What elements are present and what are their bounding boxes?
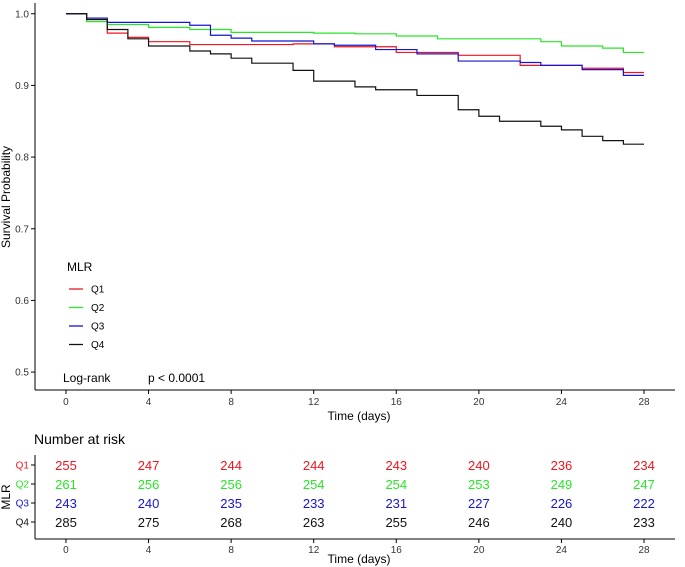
risk-cell: 253 bbox=[468, 477, 490, 492]
risk-cell: 222 bbox=[633, 496, 655, 511]
risk-cell: 231 bbox=[385, 496, 407, 511]
y-tick-label: 0.7 bbox=[15, 224, 29, 235]
x-tick-label: 12 bbox=[308, 397, 320, 408]
x-tick-label: 4 bbox=[146, 397, 152, 408]
y-axis-ticks: 0.5 0.6 0.7 0.8 0.9 1.0 bbox=[15, 9, 35, 379]
risk-cell: 240 bbox=[551, 515, 573, 530]
risk-table-title: Number at risk bbox=[34, 431, 126, 447]
x-tick-label: 20 bbox=[473, 397, 485, 408]
risk-row-label-q2: Q2 bbox=[16, 480, 30, 491]
legend-title: MLR bbox=[67, 260, 93, 274]
x-tick-label: 0 bbox=[63, 397, 69, 408]
y-tick-label: 0.5 bbox=[15, 368, 29, 379]
risk-cell: 263 bbox=[303, 515, 325, 530]
risk-cell: 247 bbox=[138, 458, 160, 473]
risk-cell: 233 bbox=[633, 515, 655, 530]
risk-cell: 236 bbox=[551, 458, 573, 473]
legend-label-q2: Q2 bbox=[91, 303, 105, 314]
y-tick-label: 1.0 bbox=[15, 9, 29, 20]
risk-cell: 244 bbox=[220, 458, 242, 473]
legend-label-q3: Q3 bbox=[91, 322, 105, 333]
survival-curves bbox=[65, 13, 645, 145]
legend-label-q1: Q1 bbox=[91, 285, 105, 296]
survival-curve-q3 bbox=[65, 13, 645, 76]
risk-cell: 227 bbox=[468, 496, 490, 511]
risk-cell: 268 bbox=[220, 515, 242, 530]
risk-row-label-q3: Q3 bbox=[16, 499, 30, 510]
risk-table-x-label: Time (days) bbox=[328, 552, 391, 566]
risk-cell: 249 bbox=[551, 477, 573, 492]
risk-x-tick-label: 4 bbox=[146, 545, 152, 556]
risk-x-tick-label: 16 bbox=[391, 545, 403, 556]
risk-cell: 255 bbox=[55, 458, 77, 473]
risk-cell: 234 bbox=[633, 458, 655, 473]
y-axis-label: Survival Probability bbox=[0, 146, 13, 248]
risk-cell: 256 bbox=[138, 477, 160, 492]
survival-plot: 0.5 0.6 0.7 0.8 0.9 1.0 0 4 8 12 16 20 24 28 Surviva… bbox=[0, 3, 675, 423]
risk-x-tick-label: 8 bbox=[228, 545, 234, 556]
x-tick-label: 8 bbox=[228, 397, 234, 408]
risk-x-tick-label: 20 bbox=[473, 545, 485, 556]
x-tick-label: 16 bbox=[391, 397, 403, 408]
legend-label-q4: Q4 bbox=[91, 340, 105, 351]
risk-cell: 240 bbox=[138, 496, 160, 511]
x-tick-label: 28 bbox=[638, 397, 650, 408]
risk-cell: 246 bbox=[468, 515, 490, 530]
x-axis-label: Time (days) bbox=[328, 409, 391, 423]
risk-cell: 254 bbox=[385, 477, 407, 492]
risk-cell: 244 bbox=[303, 458, 325, 473]
risk-cell: 255 bbox=[385, 515, 407, 530]
risk-x-tick-label: 24 bbox=[556, 545, 568, 556]
risk-table-x-ticks: 0 4 8 12 16 20 24 28 bbox=[63, 539, 650, 556]
risk-cell: 243 bbox=[55, 496, 77, 511]
x-tick-label: 24 bbox=[556, 397, 568, 408]
survival-curve-q4 bbox=[65, 13, 645, 145]
survival-curve-q2 bbox=[65, 13, 645, 54]
x-axis-ticks: 0 4 8 12 16 20 24 28 bbox=[63, 390, 650, 408]
log-rank-p-value: p < 0.0001 bbox=[148, 371, 205, 385]
risk-x-tick-label: 0 bbox=[63, 545, 69, 556]
risk-x-tick-label: 28 bbox=[638, 545, 650, 556]
risk-cell: 233 bbox=[303, 496, 325, 511]
risk-cell: 240 bbox=[468, 458, 490, 473]
risk-table: Number at risk Q1 255 247 244 244 243 240 236 23… bbox=[0, 431, 675, 566]
risk-cell: 285 bbox=[55, 515, 77, 530]
risk-cell: 243 bbox=[385, 458, 407, 473]
risk-row-label-q4: Q4 bbox=[16, 518, 30, 529]
y-tick-label: 0.9 bbox=[15, 81, 29, 92]
risk-cell: 275 bbox=[138, 515, 160, 530]
legend: MLR Q1 Q2 Q3 Q4 bbox=[67, 260, 105, 351]
risk-table-cells: Q1 255 247 244 244 243 240 236 234 Q2 261 256 256 254… bbox=[16, 458, 655, 530]
risk-table-y-label: MLR bbox=[0, 484, 13, 510]
risk-cell: 247 bbox=[633, 477, 655, 492]
risk-x-tick-label: 12 bbox=[308, 545, 320, 556]
risk-row-label-q1: Q1 bbox=[16, 461, 30, 472]
log-rank-label: Log-rank bbox=[63, 371, 111, 385]
y-tick-label: 0.8 bbox=[15, 153, 29, 164]
y-tick-label: 0.6 bbox=[15, 296, 29, 307]
risk-cell: 235 bbox=[220, 496, 242, 511]
risk-cell: 254 bbox=[303, 477, 325, 492]
risk-cell: 261 bbox=[55, 477, 77, 492]
risk-cell: 256 bbox=[220, 477, 242, 492]
risk-cell: 226 bbox=[551, 496, 573, 511]
